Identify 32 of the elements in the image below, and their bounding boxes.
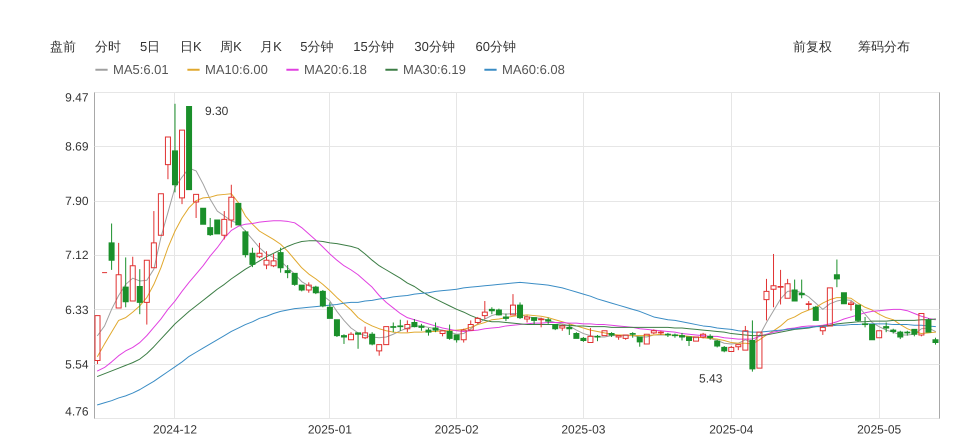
annotation: 9.30 xyxy=(204,104,229,118)
legend-label: MA60:6.08 xyxy=(502,62,565,77)
text: 周K xyxy=(220,39,242,54)
text: 盘前 xyxy=(50,39,76,54)
legend-label: MA5:6.01 xyxy=(113,62,169,77)
legend-label: MA10:6.00 xyxy=(205,62,268,77)
x-tick-label: 2024-12 xyxy=(152,422,198,436)
text: 30分钟 xyxy=(414,39,455,54)
text: 15分钟 xyxy=(353,39,394,54)
text: 60分钟 xyxy=(476,39,516,54)
text: 5分钟 xyxy=(300,39,334,54)
legend-label: MA30:6.19 xyxy=(403,62,466,77)
y-tick-label: 4.76 xyxy=(65,404,89,418)
y-tick-label: 5.54 xyxy=(65,358,89,372)
text: 5日 xyxy=(140,39,160,54)
text: 筹码分布 xyxy=(858,39,910,54)
x-tick-label: 2025-04 xyxy=(709,422,754,436)
y-tick-label: 7.90 xyxy=(65,194,89,208)
y-tick-label: 6.33 xyxy=(65,302,89,317)
x-tick-label: 2025-01 xyxy=(308,422,352,436)
x-tick-label: 2025-02 xyxy=(434,422,479,436)
y-tick-label: 8.69 xyxy=(65,139,89,154)
text: 前复权 xyxy=(793,39,832,54)
annotation: 5.43 xyxy=(699,372,723,386)
text: 日K xyxy=(180,39,202,54)
legend-label: MA20:6.18 xyxy=(304,62,367,77)
text: 分时 xyxy=(95,39,121,54)
y-tick-label: 9.47 xyxy=(65,90,89,104)
x-tick-label: 2025-05 xyxy=(857,422,902,436)
y-tick-label: 7.12 xyxy=(65,248,89,262)
text: 月K xyxy=(260,39,282,54)
x-tick-label: 2025-03 xyxy=(561,422,606,436)
